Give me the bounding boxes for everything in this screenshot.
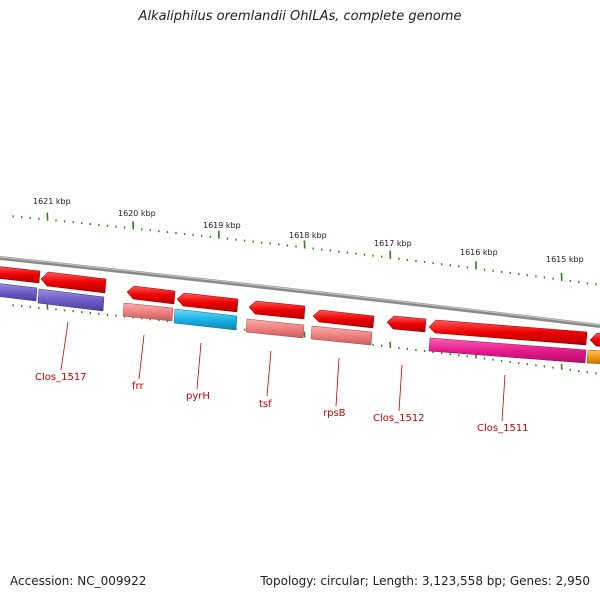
gene-label[interactable]: frr <box>132 381 144 392</box>
cog-bar[interactable] <box>0 283 38 302</box>
leader-line <box>138 334 145 380</box>
gene-label[interactable]: Clos_1517 <box>35 372 87 383</box>
leader-line <box>398 364 403 412</box>
cog-bar[interactable] <box>173 308 238 331</box>
gene-arrow[interactable] <box>40 271 107 294</box>
cog-bar[interactable] <box>245 318 305 339</box>
scale-ticks <box>12 212 597 286</box>
kbp-label: 1617 kbp <box>374 239 412 248</box>
cog-bar[interactable] <box>37 288 105 312</box>
accession-text: Accession: NC_009922 <box>10 574 147 588</box>
cog-bar[interactable] <box>586 349 600 364</box>
gene-arrow[interactable] <box>312 309 375 329</box>
kbp-label: 1616 kbp <box>460 248 498 257</box>
leader-line <box>196 342 202 390</box>
gene-label[interactable]: rpsB <box>323 408 346 419</box>
gene-label[interactable]: tsf <box>259 399 272 410</box>
map-title: Alkaliphilus oremlandii OhILAs, complete… <box>138 9 462 24</box>
cog-bar[interactable] <box>428 337 587 364</box>
leader-line <box>266 350 272 397</box>
kbp-label: 1620 kbp <box>118 209 156 218</box>
gene-arrow[interactable] <box>589 332 600 347</box>
gene-arrow[interactable] <box>176 292 239 313</box>
leader-line <box>60 321 69 371</box>
kbp-label: 1621 kbp <box>33 197 71 206</box>
gene-arrow[interactable] <box>0 266 41 284</box>
cog-bar[interactable] <box>122 302 174 322</box>
gene-arrow[interactable] <box>248 300 306 320</box>
kbp-label: 1615 kbp <box>546 255 584 264</box>
genome-backbone-highlight <box>0 256 600 326</box>
gene-arrow[interactable] <box>386 315 427 333</box>
leader-line <box>335 357 340 407</box>
kbp-label: 1619 kbp <box>203 221 241 230</box>
genome-summary-text: Topology: circular; Length: 3,123,558 bp… <box>260 574 590 588</box>
gene-arrow[interactable] <box>126 285 176 305</box>
leader-line <box>501 374 506 422</box>
kbp-label: 1618 kbp <box>289 231 327 240</box>
gene-label[interactable]: pyrH <box>186 391 210 402</box>
genome-backbone <box>0 256 600 328</box>
gene-arrow[interactable] <box>428 319 588 346</box>
cog-bar[interactable] <box>310 325 373 346</box>
gene-label[interactable]: Clos_1511 <box>477 423 529 434</box>
gene-label[interactable]: Clos_1512 <box>373 413 425 424</box>
